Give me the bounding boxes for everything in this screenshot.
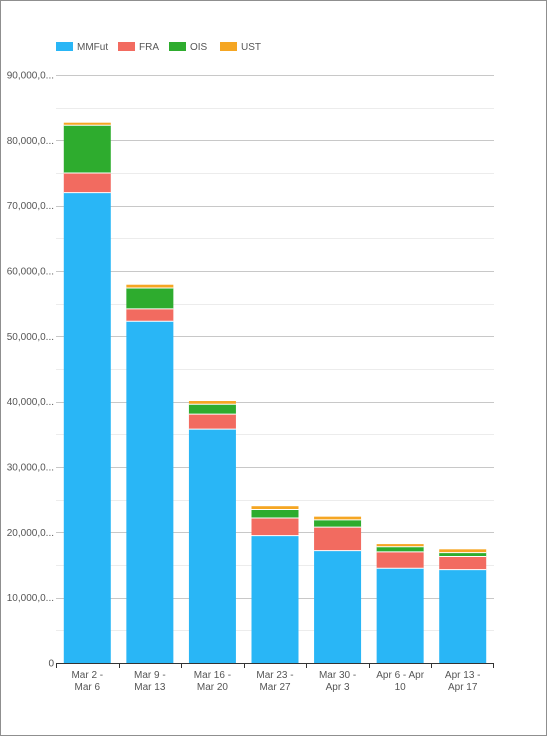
legend-swatch xyxy=(169,42,186,51)
bar-ust-7 xyxy=(439,549,487,553)
legend-label: OIS xyxy=(190,42,208,53)
bar-ois-4 xyxy=(251,509,299,518)
bar-fra-3 xyxy=(188,414,236,430)
y-tick-label: 40,000,0... xyxy=(7,397,54,408)
legend-item-fra: FRA xyxy=(118,42,159,53)
x-tick-label: Mar 23 -Mar 27 xyxy=(256,670,293,693)
y-tick-label: 30,000,0... xyxy=(7,463,54,474)
legend-item-mmfut: MMFut xyxy=(56,42,108,53)
x-tick-label: Mar 2 -Mar 6 xyxy=(71,670,103,693)
y-tick-label: 0 xyxy=(48,659,54,670)
bar-ois-1 xyxy=(63,125,111,173)
legend-label: MMFut xyxy=(77,42,108,53)
bar-mmfut-7 xyxy=(439,569,487,663)
y-tick-label: 70,000,0... xyxy=(7,201,54,212)
legend-swatch xyxy=(220,42,237,51)
bar-ust-2 xyxy=(126,284,174,288)
y-axis: 0 10,000,0... 20,000,0... 30,000,0... 40,000… xyxy=(7,71,55,670)
bar-mmfut-4 xyxy=(251,535,299,663)
x-tick-label: Apr 6 - Apr 10 xyxy=(376,670,424,693)
bar-ust-5 xyxy=(314,516,362,520)
x-tick-label: Apr 13 -Apr 17 xyxy=(445,670,481,693)
legend-item-ust: UST xyxy=(220,42,261,53)
bar-ust-3 xyxy=(188,401,236,405)
x-axis: Mar 2 -Mar 6 Mar 9 -Mar 13 Mar 16 -Mar 20 M… xyxy=(56,663,494,693)
bar-ust-6 xyxy=(376,544,424,547)
bar-mmfut-3 xyxy=(188,429,236,663)
bar-fra-1 xyxy=(63,173,111,193)
chart-legend: MMFut FRA OIS UST xyxy=(56,42,261,53)
bar-mmfut-1 xyxy=(63,192,111,663)
bar-fra-7 xyxy=(439,556,487,570)
x-tick-label: Mar 30 -Apr 3 xyxy=(319,670,356,693)
y-tick-label: 20,000,0... xyxy=(7,528,54,539)
legend-swatch xyxy=(118,42,135,51)
bar-ois-7 xyxy=(439,552,487,557)
y-tick-label: 90,000,0... xyxy=(7,71,54,82)
bar-mmfut-5 xyxy=(314,550,362,663)
bar-fra-4 xyxy=(251,517,299,536)
y-tick-label: 10,000,0... xyxy=(7,593,54,604)
bar-fra-6 xyxy=(376,551,424,569)
y-tick-label: 60,000,0... xyxy=(7,267,54,278)
bar-ois-2 xyxy=(126,287,174,309)
bar-fra-5 xyxy=(314,527,362,551)
bar-ois-5 xyxy=(314,519,362,528)
bar-ust-1 xyxy=(63,122,111,126)
legend-item-ois: OIS xyxy=(169,42,208,53)
x-tick-label: Mar 9 -Mar 13 xyxy=(134,670,166,693)
bar-fra-2 xyxy=(126,308,174,322)
y-tick-label: 50,000,0... xyxy=(7,332,54,343)
legend-label: FRA xyxy=(139,42,159,53)
legend-swatch xyxy=(56,42,73,51)
legend-label: UST xyxy=(241,42,261,53)
bar-mmfut-6 xyxy=(376,568,424,663)
bars xyxy=(63,122,487,663)
bar-ust-4 xyxy=(251,506,299,510)
bar-ois-6 xyxy=(376,546,424,552)
bar-ois-3 xyxy=(188,404,236,415)
bar-mmfut-2 xyxy=(126,321,174,663)
y-tick-label: 80,000,0... xyxy=(7,136,54,147)
x-tick-label: Mar 16 -Mar 20 xyxy=(194,670,231,693)
